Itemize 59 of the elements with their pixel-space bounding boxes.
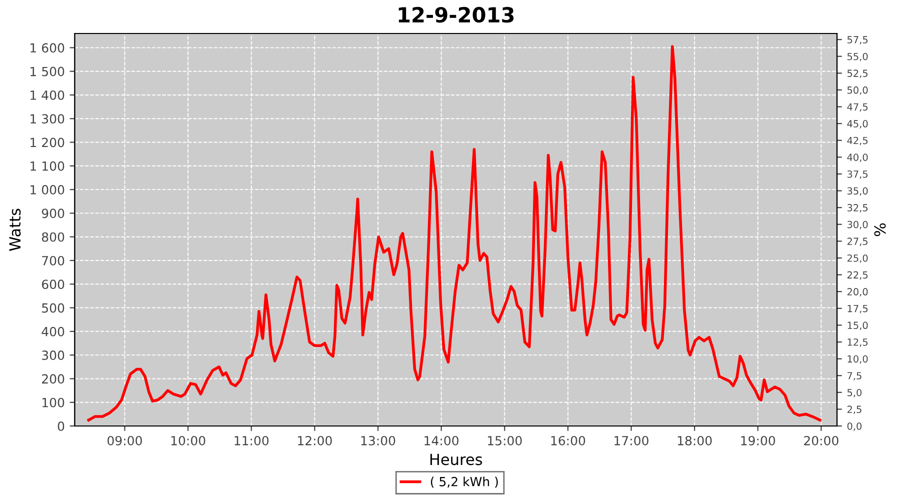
y2-tick-label: 37,5: [847, 170, 868, 179]
line-series: [87, 45, 822, 422]
y2-tick-label: 10,0: [848, 355, 868, 364]
x-tick-label: 19:00: [741, 436, 776, 446]
x-axis-title: Heures: [430, 454, 482, 466]
y-tick-label: 1 000: [30, 185, 64, 194]
x-tick-label: 18:00: [678, 436, 712, 446]
y-tick-label: 1 600: [30, 43, 64, 53]
y2-tick-label: 47,5: [847, 103, 868, 112]
y-tick-label: 200: [42, 374, 64, 384]
y2-tick-label: 15,0: [848, 322, 868, 330]
y-tick-label: 1 400: [30, 90, 64, 100]
x-tick-label: 20:00: [804, 436, 838, 446]
y2-tick-label: 45,0: [847, 120, 868, 128]
y2-tick-label: 5,0: [847, 388, 862, 398]
x-tick-label: 12:00: [298, 436, 332, 446]
y-tick-label: 100: [42, 398, 64, 408]
y2-tick-label: 20,0: [847, 288, 868, 296]
y-tick-label: 1 300: [30, 114, 64, 124]
y-tick-label: 400: [42, 326, 64, 336]
y2-tick-label: 0,0: [847, 422, 862, 431]
y-tick-label: 1 500: [30, 66, 64, 76]
y-tick-label: 300: [42, 350, 64, 360]
y-tick-label: 1 200: [30, 138, 64, 148]
y2-tick-label: 40,0: [847, 154, 868, 162]
y2-tick-label: 55,0: [847, 52, 868, 62]
y2-tick-label: 50,0: [847, 86, 868, 95]
y2-tick-label: 42,5: [847, 136, 868, 146]
y-tick-label: 600: [42, 280, 64, 290]
y2-tick-label: 17,5: [848, 304, 868, 314]
x-tick-label: 14:00: [424, 436, 458, 446]
y-tick-label: 0: [58, 421, 64, 431]
y-tick-label: 500: [42, 303, 64, 313]
y2-tick-label: 52,5: [847, 70, 868, 78]
y-tick-label: 900: [42, 208, 64, 218]
y2-tick-label: 35,0: [847, 187, 868, 196]
x-tick-label: 15:00: [488, 436, 522, 446]
y-tick-label: 700: [42, 256, 64, 266]
y-axis-title: Watts: [9, 208, 21, 251]
y2-tick-label: 57,5: [847, 36, 868, 44]
y2-tick-label: 2,5: [847, 406, 862, 414]
x-tick-label: 11:00: [234, 436, 269, 446]
y2-tick-label: 7,5: [848, 372, 862, 380]
y2-tick-label: 30,0: [847, 220, 868, 230]
y2-tick-label: 27,5: [847, 238, 868, 246]
x-tick-label: 10:00: [171, 436, 206, 446]
x-tick-label: 13:00: [361, 436, 396, 446]
y2-tick-label: 32,5: [847, 204, 868, 212]
y2-tick-label: 22,5: [847, 271, 868, 280]
x-tick-label: 16:00: [551, 436, 586, 446]
x-tick-label: 17:00: [614, 436, 648, 446]
y2-axis-title: %: [874, 223, 886, 236]
legend-label: ( 5,2 kWh ): [430, 476, 498, 488]
y2-tick-label: 12,5: [848, 338, 868, 347]
x-tick-label: 09:00: [108, 436, 142, 446]
chart-title: 12-9-2013: [398, 6, 514, 23]
y2-tick-label: 25,0: [847, 254, 868, 263]
y-tick-label: 1 100: [30, 161, 64, 171]
y-tick-label: 800: [42, 232, 64, 242]
